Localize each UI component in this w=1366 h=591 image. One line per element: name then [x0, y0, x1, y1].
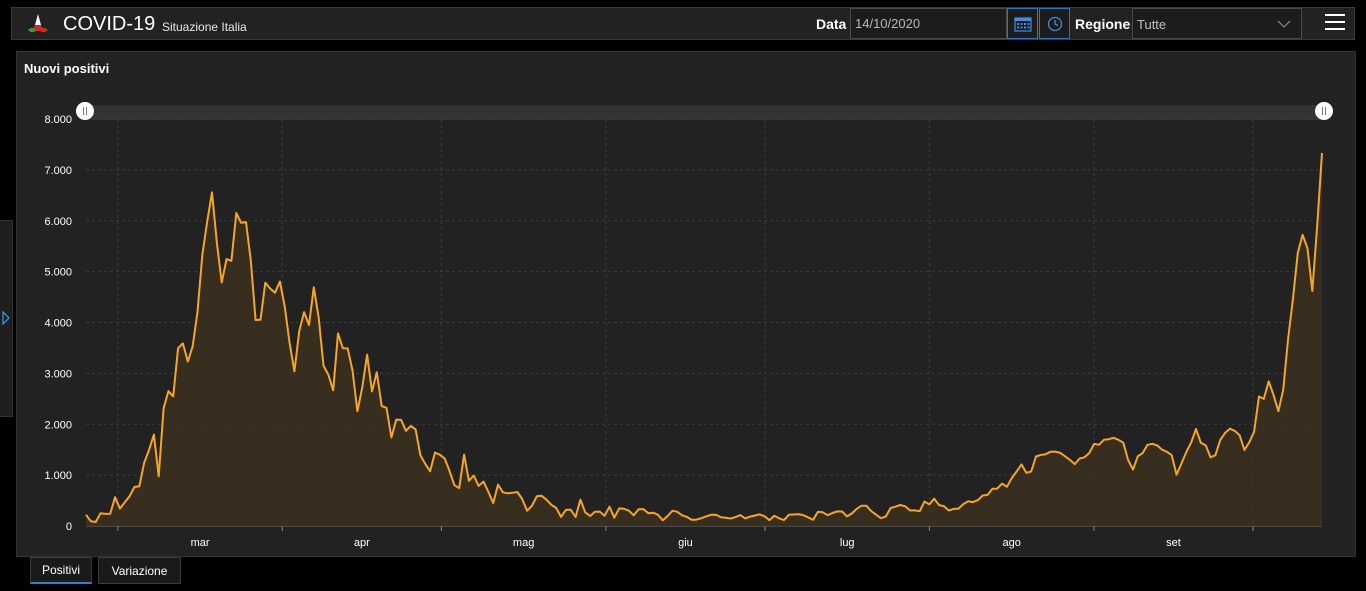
clock-icon	[1047, 16, 1062, 31]
x-tick-label: mar	[191, 537, 210, 549]
date-input[interactable]	[850, 8, 1007, 39]
calendar-icon	[1013, 16, 1032, 32]
calendar-button[interactable]	[1007, 8, 1038, 39]
region-select-value: Tutte	[1137, 17, 1167, 32]
range-handle-right[interactable]	[1315, 102, 1333, 120]
menu-icon-bar	[1325, 28, 1345, 30]
tab-variazione[interactable]: Variazione	[98, 557, 181, 584]
x-tick-label: lug	[840, 537, 855, 549]
region-label: Regione	[1075, 16, 1131, 32]
range-handle-left[interactable]	[76, 102, 94, 120]
x-tick-label: mag	[513, 537, 534, 549]
y-tick-label: 7.000	[44, 165, 72, 177]
logo	[28, 14, 48, 33]
y-tick-label: 5.000	[44, 267, 72, 279]
sidebar-toggle-icon	[2, 311, 10, 325]
chart-panel: Nuovi positivi 0 1.000 2.000 3.000 4.000 5.00…	[16, 51, 1356, 557]
y-tick-label: 6.000	[44, 216, 72, 228]
x-tick-label: giu	[678, 537, 693, 549]
series-area	[86, 153, 1322, 526]
menu-button[interactable]	[1325, 14, 1345, 32]
region-select[interactable]: Tutte	[1132, 8, 1302, 39]
y-tick-label: 2.000	[44, 419, 72, 431]
x-tick-label: set	[1166, 537, 1181, 549]
date-label: Data	[816, 16, 847, 32]
tab-positivi[interactable]: Positivi	[30, 557, 92, 584]
chart: 0 1.000 2.000 3.000 4.000 5.000 6.000 7.000 8.00…	[44, 102, 1333, 549]
menu-icon-bar	[1325, 21, 1345, 23]
y-tick-label: 0	[66, 521, 72, 533]
app-title: COVID-19	[63, 13, 156, 35]
sidebar-toggle[interactable]	[0, 220, 13, 417]
x-tick-label: apr	[354, 537, 370, 549]
x-tick-label: ago	[1002, 537, 1020, 549]
chevron-down-icon	[1277, 20, 1291, 28]
y-tick-label: 3.000	[44, 368, 72, 380]
menu-icon-bar	[1325, 14, 1345, 16]
y-tick-label: 1.000	[44, 470, 72, 482]
top-bar: COVID-19 Situazione Italia Data Regione …	[11, 7, 1355, 40]
series-line	[85, 152, 1323, 523]
y-tick-label: 4.000	[44, 318, 72, 330]
panel-title: Nuovi positivi	[24, 61, 110, 76]
y-tick-label: 8.000	[44, 114, 72, 126]
app-subtitle: Situazione Italia	[162, 20, 247, 34]
clock-button[interactable]	[1039, 8, 1070, 39]
range-slider-track	[83, 105, 1325, 120]
